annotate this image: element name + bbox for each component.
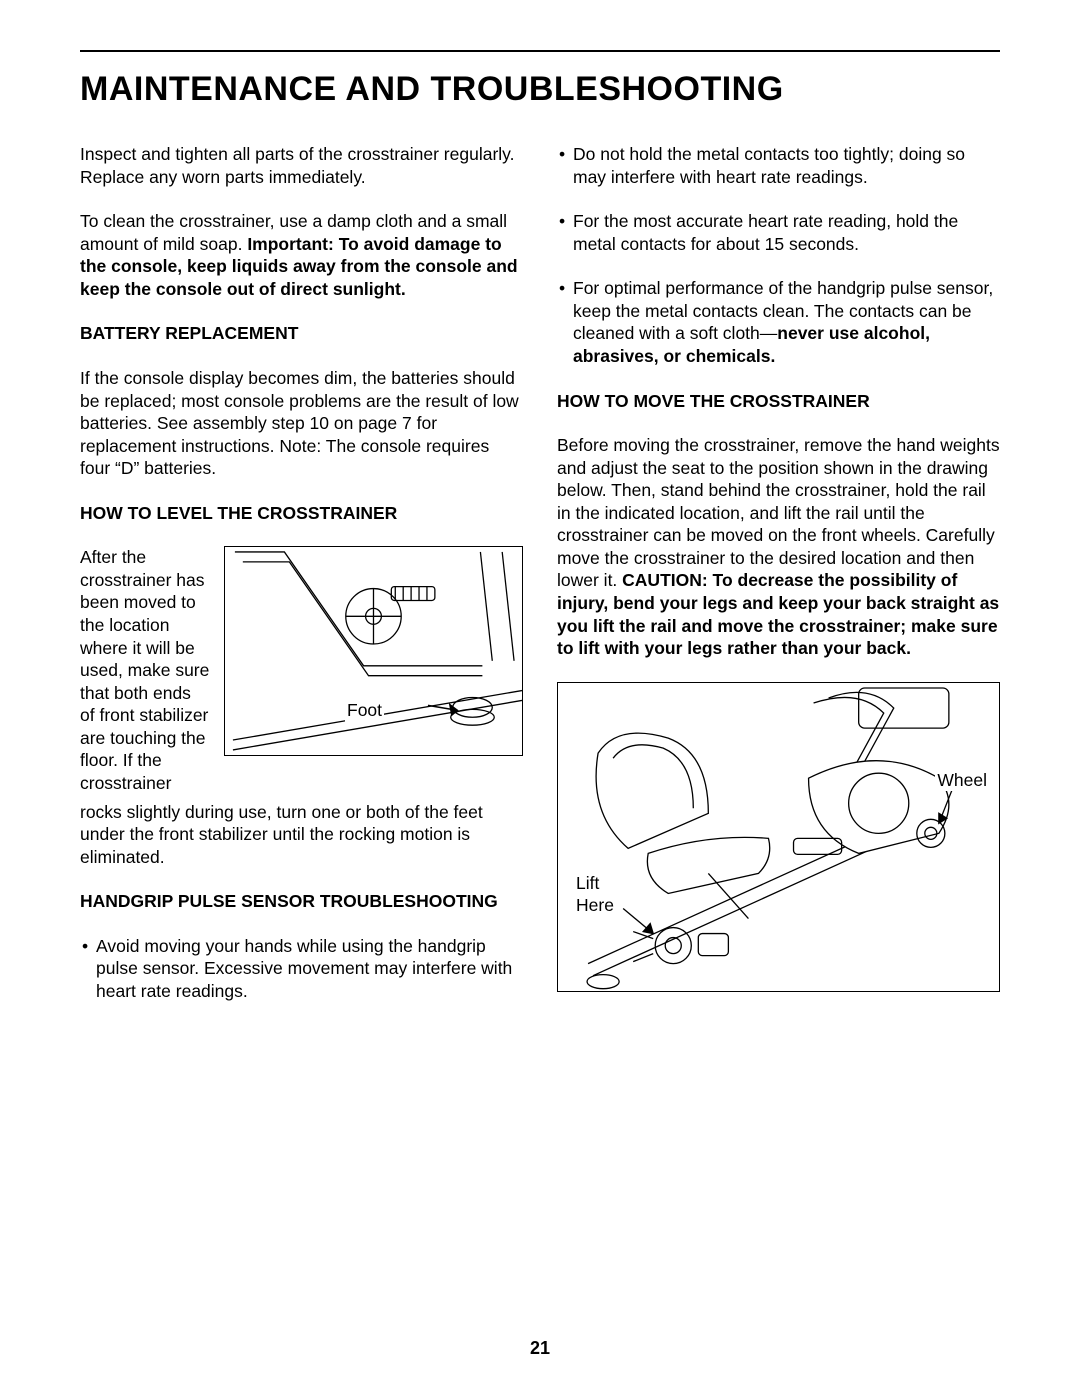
left-column: Inspect and tighten all parts of the cro… (80, 143, 523, 1024)
move-diagram (558, 683, 999, 992)
cleaning-para: To clean the crosstrainer, use a damp cl… (80, 210, 523, 300)
lift-line2: Here (576, 895, 614, 915)
pulse-head: HANDGRIP PULSE SENSOR TROUBLESHOOTING (80, 890, 523, 913)
move-pre: Before moving the crosstrainer, remove t… (557, 435, 1000, 590)
right-bullet-3: • For optimal performance of the handgri… (557, 277, 1000, 367)
foot-figure: Foot (224, 546, 523, 756)
foot-diagram (225, 547, 522, 755)
battery-head: BATTERY REPLACEMENT (80, 322, 523, 345)
foot-label: Foot (345, 699, 384, 722)
move-bold: CAUTION: To decrease the possibility of … (557, 570, 999, 658)
page-number: 21 (0, 1338, 1080, 1359)
page: MAINTENANCE AND TROUBLESHOOTING Inspect … (80, 50, 1000, 1347)
battery-body: If the console display becomes dim, the … (80, 367, 523, 480)
right-bullet-2: • For the most accurate heart rate readi… (557, 210, 1000, 255)
bullet-dot: • (557, 143, 573, 188)
lift-here-label: Lift Here (574, 873, 616, 917)
pulse-bullet-1: • Avoid moving your hands while using th… (80, 935, 523, 1003)
right-b2-text: For the most accurate heart rate reading… (573, 210, 1000, 255)
level-figure-wrap: After the crosstrainer has been moved to… (80, 546, 523, 794)
bullet-dot: • (80, 935, 96, 1003)
page-title: MAINTENANCE AND TROUBLESHOOTING (80, 70, 1000, 109)
move-para: Before moving the crosstrainer, remove t… (557, 434, 1000, 660)
right-b1-text: Do not hold the metal contacts too tight… (573, 143, 1000, 188)
bullet-dot: • (557, 210, 573, 255)
move-figure: Wheel Lift Here (557, 682, 1000, 992)
lift-line1: Lift (576, 873, 599, 893)
two-columns: Inspect and tighten all parts of the cro… (80, 143, 1000, 1024)
pulse-b1-text: Avoid moving your hands while using the … (96, 935, 523, 1003)
bullet-dot: • (557, 277, 573, 367)
right-bullet-1: • Do not hold the metal contacts too tig… (557, 143, 1000, 188)
right-column: • Do not hold the metal contacts too tig… (557, 143, 1000, 1024)
level-left-text: After the crosstrainer has been moved to… (80, 546, 210, 794)
move-head: HOW TO MOVE THE CROSSTRAINER (557, 390, 1000, 413)
right-b3-text: For optimal performance of the handgrip … (573, 277, 1000, 367)
wheel-label: Wheel (935, 769, 989, 792)
top-rule (80, 50, 1000, 52)
intro-para: Inspect and tighten all parts of the cro… (80, 143, 523, 188)
level-head: HOW TO LEVEL THE CROSSTRAINER (80, 502, 523, 525)
level-continue: rocks slightly during use, turn one or b… (80, 801, 523, 869)
